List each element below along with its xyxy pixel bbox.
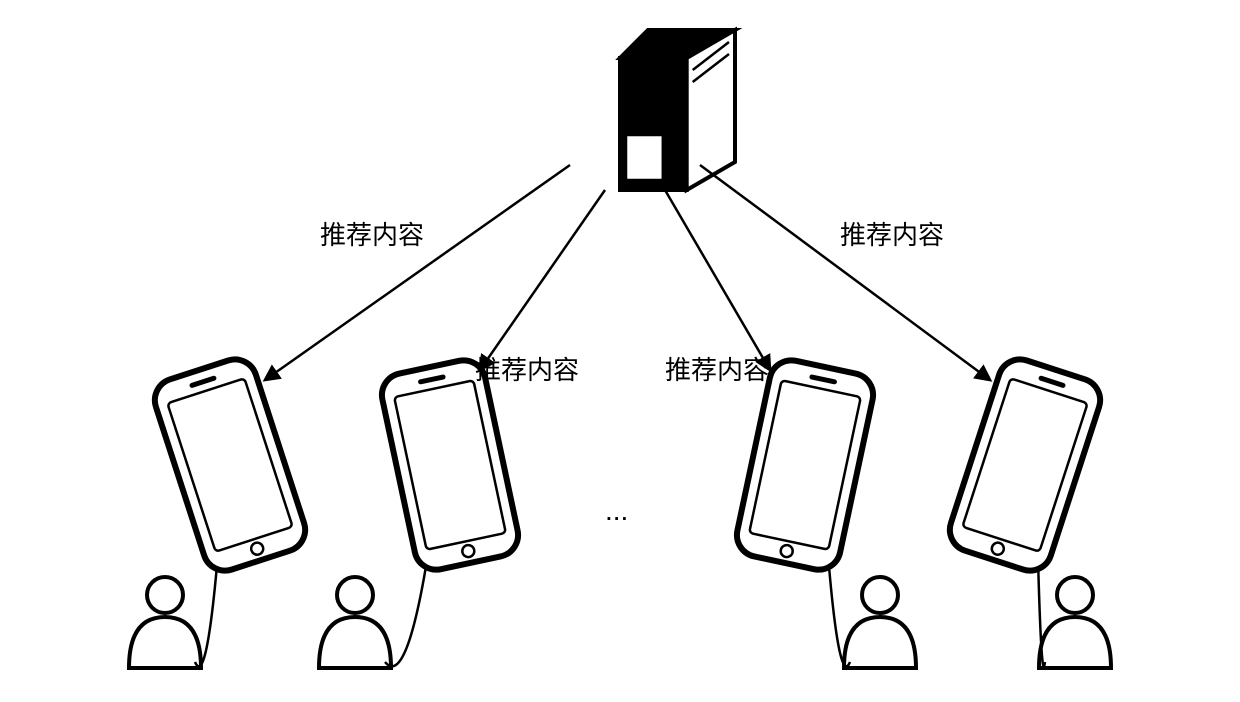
edge-label: 推荐内容 bbox=[475, 350, 579, 387]
user-icon bbox=[844, 577, 916, 668]
phone-icon bbox=[378, 356, 522, 573]
edge-arrow bbox=[265, 165, 570, 380]
user-icon bbox=[319, 577, 391, 668]
diagram-canvas: 推荐内容推荐内容推荐内容推荐内容... bbox=[0, 0, 1240, 702]
edge-arrow bbox=[480, 190, 605, 370]
ellipsis-label: ... bbox=[605, 495, 628, 527]
user-icon bbox=[1039, 577, 1111, 668]
edge-label: 推荐内容 bbox=[840, 215, 944, 252]
phone-icon bbox=[149, 354, 311, 577]
edge-label: 推荐内容 bbox=[320, 215, 424, 252]
phone-icon bbox=[944, 354, 1106, 577]
server-icon bbox=[620, 30, 735, 190]
phone-icon bbox=[733, 356, 877, 573]
diagram-svg bbox=[0, 0, 1240, 702]
edge-arrow bbox=[665, 190, 770, 370]
edge-label: 推荐内容 bbox=[665, 350, 769, 387]
edge-arrow bbox=[700, 165, 990, 380]
user-icon bbox=[129, 577, 201, 668]
